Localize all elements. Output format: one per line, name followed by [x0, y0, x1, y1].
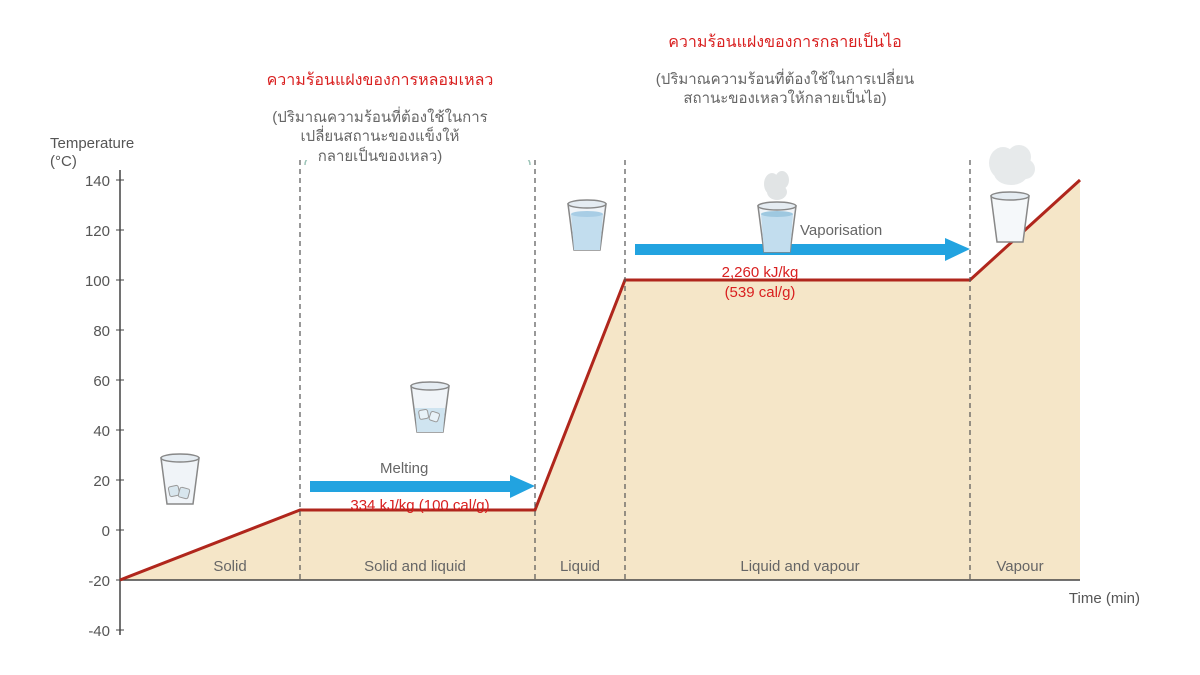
ytick-0: 0: [75, 523, 110, 540]
melting-value: 334 kJ/kg (100 cal/g): [305, 497, 535, 514]
phase-solid-liquid: Solid and liquid: [310, 558, 520, 575]
ytick-60: 60: [75, 373, 110, 390]
phase-vapour: Vapour: [975, 558, 1065, 575]
ytick-m20: -20: [75, 573, 110, 590]
vaporisation-process-label: Vaporisation: [800, 222, 882, 239]
melting-arrow: [310, 475, 535, 498]
glass-ice-icon: [155, 452, 205, 510]
vaporisation-latent-heat-desc: (ปริมาณความร้อนที่ต้องใช้ในการเปลี่ยนสถา…: [615, 50, 955, 109]
melting-latent-heat-desc: (ปริมาณความร้อนที่ต้องใช้ในการเปลี่ยนสถา…: [250, 88, 510, 166]
phase-liquid: Liquid: [540, 558, 620, 575]
melting-process-label: Melting: [380, 460, 428, 477]
ytick-120: 120: [75, 223, 110, 240]
vapor-value-1: 2,260 kJ/kg: [722, 264, 799, 281]
ytick-40: 40: [75, 423, 110, 440]
vapor-value-2: (539 cal/g): [725, 284, 796, 301]
glass-vapour-icon: [975, 145, 1045, 245]
ytick-100: 100: [75, 273, 110, 290]
ytick-140: 140: [75, 173, 110, 190]
phase-solid: Solid: [200, 558, 260, 575]
glass-water-icon: [562, 198, 612, 256]
ytick-20: 20: [75, 473, 110, 490]
melting-bracket: [305, 160, 530, 165]
phase-liquid-vapour: Liquid and vapour: [650, 558, 950, 575]
glass-steaming-icon: [750, 170, 804, 255]
ytick-80: 80: [75, 323, 110, 340]
glass-melting-icon: [405, 380, 455, 438]
ytick-m40: -40: [75, 623, 110, 640]
